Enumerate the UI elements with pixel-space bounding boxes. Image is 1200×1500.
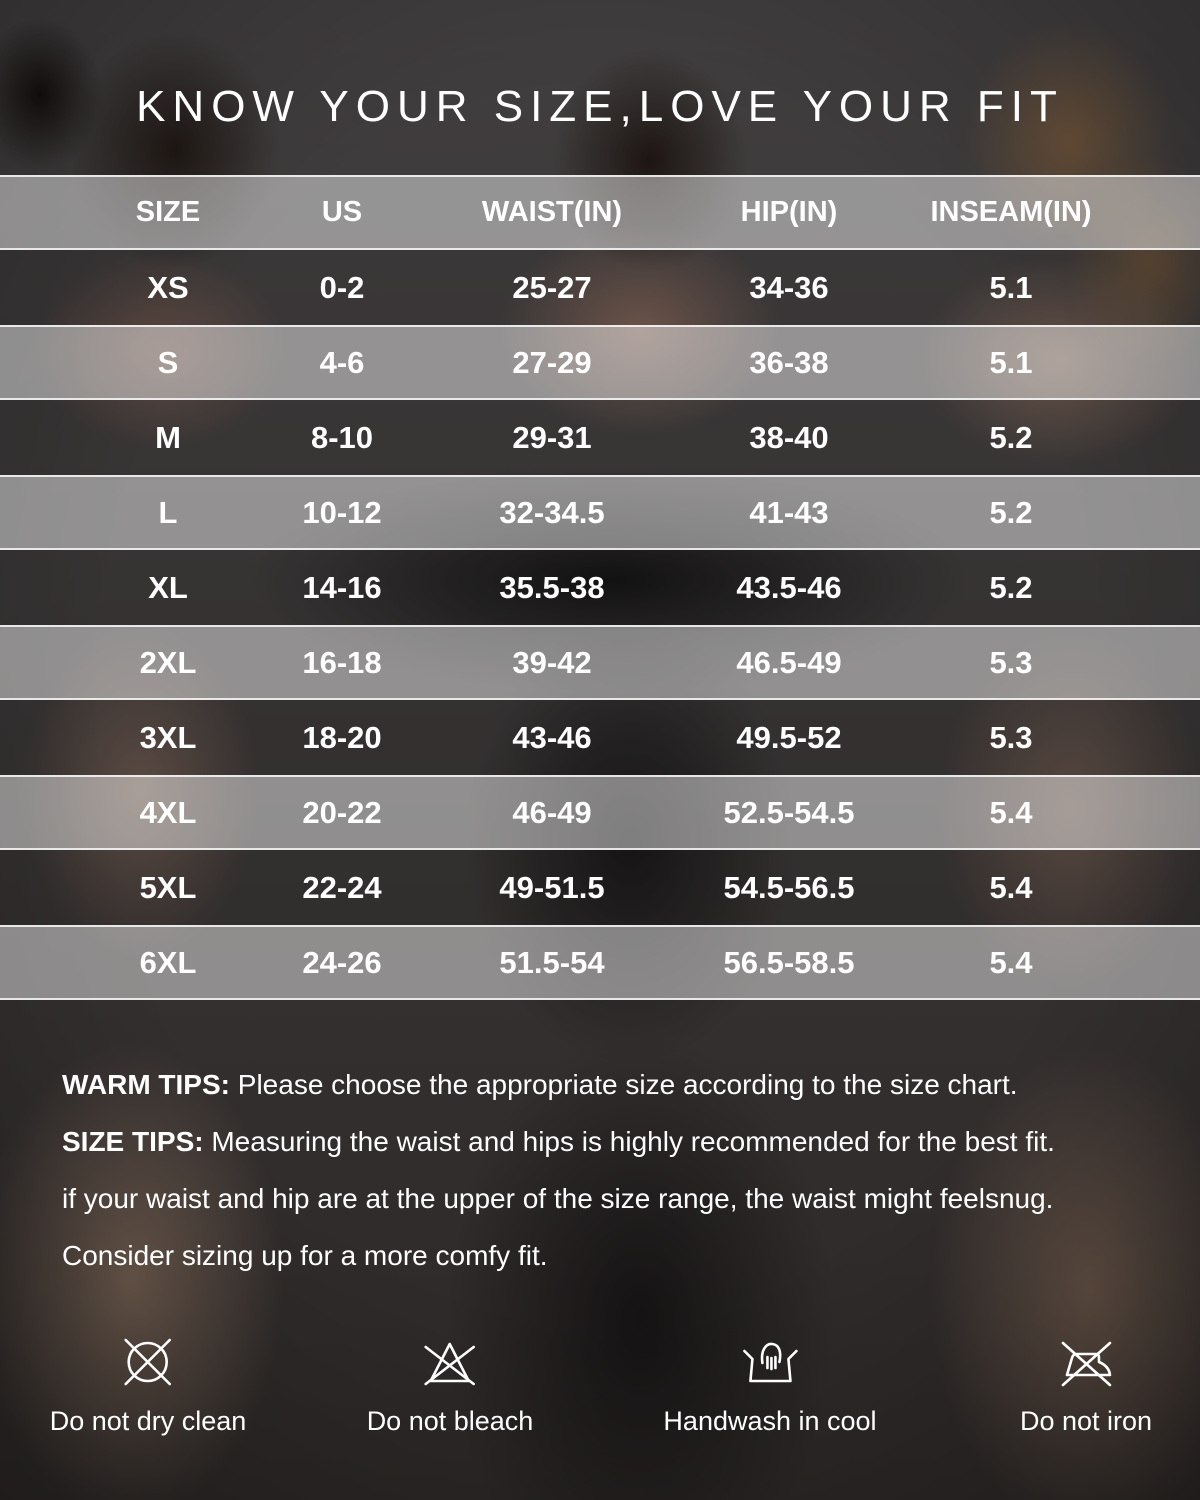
cell: 38-40 [749,419,829,455]
table-row-2xl: 2XL 16-18 39-42 46.5-49 5.3 [0,625,1200,700]
cell: 6XL [139,944,197,980]
cell: 46-49 [512,794,592,830]
do-not-dry-clean-icon [124,1338,172,1386]
care-instruction-handwash: Handwash in cool [663,1330,877,1437]
size-chart-table: SIZE US WAIST(IN) HIP(IN) INSEAM(IN) XS 0… [0,175,1200,1000]
cell: 43-46 [512,719,592,755]
table-row-3xl: 3XL 18-20 43-46 49.5-52 5.3 [0,700,1200,775]
cell: 8-10 [310,419,374,455]
cell: XS [147,269,189,305]
cell: 49.5-52 [736,719,842,755]
cell: M [155,419,181,455]
cell: 25-27 [512,269,592,305]
do-not-iron-icon [1061,1341,1112,1387]
column-header-size: SIZE [135,196,201,228]
cell: 14-16 [302,569,382,605]
cell: 24-26 [302,944,382,980]
table-row-4xl: 4XL 20-22 46-49 52.5-54.5 5.4 [0,775,1200,850]
care-instruction-bleach: Do not bleach [366,1330,534,1437]
cell: 27-29 [512,344,592,380]
cell: 5.1 [989,344,1033,380]
cell: 56.5-58.5 [723,944,855,980]
cell: 4-6 [319,344,365,380]
cell: 16-18 [302,644,382,680]
size-table-rows: XS 0-2 25-27 34-36 5.1 S 4-6 27-29 36-38 5.1 M 8-10… [0,250,1200,1000]
cell: 5.4 [989,944,1033,980]
cell: 36-38 [749,344,829,380]
cell: 41-43 [749,494,829,530]
cell: 29-31 [512,419,592,455]
cell: 51.5-54 [499,944,605,980]
cell: 2XL [139,644,197,680]
cell: 54.5-56.5 [723,869,855,905]
care-label: Do not bleach [366,1406,534,1436]
warm-tips-line: WARM TIPS: Please choose the appropriate… [62,1069,1018,1100]
care-instruction-dry-clean: Do not dry clean [49,1330,247,1437]
cell: S [157,344,179,380]
column-header-inseam: INSEAM(IN) [930,196,1092,228]
cell: 18-20 [302,719,382,755]
tips-text: WARM TIPS: Please choose the appropriate… [62,1056,1160,1284]
cell: 5.4 [989,869,1033,905]
cell: 4XL [139,794,197,830]
care-label: Do not iron [1019,1406,1153,1436]
size-tips-line: SIZE TIPS: Measuring the waist and hips … [62,1126,1055,1157]
cell: XL [148,569,188,605]
do-not-bleach-icon [424,1342,476,1386]
page-title: KNOW YOUR SIZE,LOVE YOUR FIT [136,82,1064,131]
warm-tips-label: WARM TIPS: [62,1069,230,1100]
cell: 5XL [139,869,197,905]
table-row-xs: XS 0-2 25-27 34-36 5.1 [0,250,1200,325]
size-tips-line-3: Consider sizing up for a more comfy fit. [62,1240,548,1271]
cell: 52.5-54.5 [723,794,855,830]
table-row-s: S 4-6 27-29 36-38 5.1 [0,325,1200,400]
cell: 32-34.5 [499,494,605,530]
cell: 5.1 [989,269,1033,305]
cell: 39-42 [512,644,592,680]
table-row-5xl: 5XL 22-24 49-51.5 54.5-56.5 5.4 [0,850,1200,925]
care-label: Handwash in cool [663,1406,877,1436]
cell: 5.3 [989,719,1033,755]
size-tips-label: SIZE TIPS: [62,1126,204,1157]
handwash-icon [742,1342,798,1383]
table-row-6xl: 6XL 24-26 51.5-54 56.5-58.5 5.4 [0,925,1200,1000]
table-row-m: M 8-10 29-31 38-40 5.2 [0,400,1200,475]
cell: 49-51.5 [499,869,605,905]
cell: 5.4 [989,794,1033,830]
cell: 34-36 [749,269,829,305]
cell: 20-22 [302,794,382,830]
table-row-l: L 10-12 32-34.5 41-43 5.2 [0,475,1200,550]
cell: L [158,494,178,530]
cell: 5.2 [989,569,1033,605]
cell: 5.3 [989,644,1033,680]
cell: 5.2 [989,494,1033,530]
cell: 35.5-38 [499,569,605,605]
cell: 5.2 [989,419,1033,455]
table-row-xl: XL 14-16 35.5-38 43.5-46 5.2 [0,550,1200,625]
cell: 3XL [139,719,197,755]
column-header-waist: WAIST(IN) [481,196,623,228]
size-tips-line-2: if your waist and hip are at the upper o… [62,1183,1054,1214]
column-header-us: US [321,196,363,228]
cell: 43.5-46 [736,569,842,605]
cell: 0-2 [319,269,365,305]
table-header-row: SIZE US WAIST(IN) HIP(IN) INSEAM(IN) [0,175,1200,250]
cell: 22-24 [302,869,382,905]
care-label: Do not dry clean [49,1406,247,1436]
cell: 10-12 [302,494,382,530]
column-header-hip: HIP(IN) [740,196,838,228]
care-instruction-iron: Do not iron [1020,1330,1152,1437]
cell: 46.5-49 [736,644,842,680]
